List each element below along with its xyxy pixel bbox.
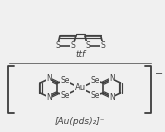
Text: S: S bbox=[101, 41, 106, 50]
Text: ttf: ttf bbox=[75, 50, 85, 59]
Text: N: N bbox=[109, 74, 115, 83]
Text: Se: Se bbox=[61, 76, 70, 85]
Text: S: S bbox=[71, 41, 76, 50]
Text: N: N bbox=[46, 74, 52, 83]
Text: N: N bbox=[46, 93, 52, 102]
Text: S: S bbox=[55, 41, 60, 50]
Text: Se: Se bbox=[61, 91, 70, 100]
Text: N: N bbox=[109, 93, 115, 102]
Text: S: S bbox=[85, 41, 90, 50]
Text: −: − bbox=[155, 69, 163, 79]
Text: Se: Se bbox=[91, 76, 100, 85]
Text: Au: Au bbox=[75, 83, 86, 93]
Text: [Au(pds)₂]⁻: [Au(pds)₂]⁻ bbox=[55, 117, 106, 126]
Text: Se: Se bbox=[91, 91, 100, 100]
